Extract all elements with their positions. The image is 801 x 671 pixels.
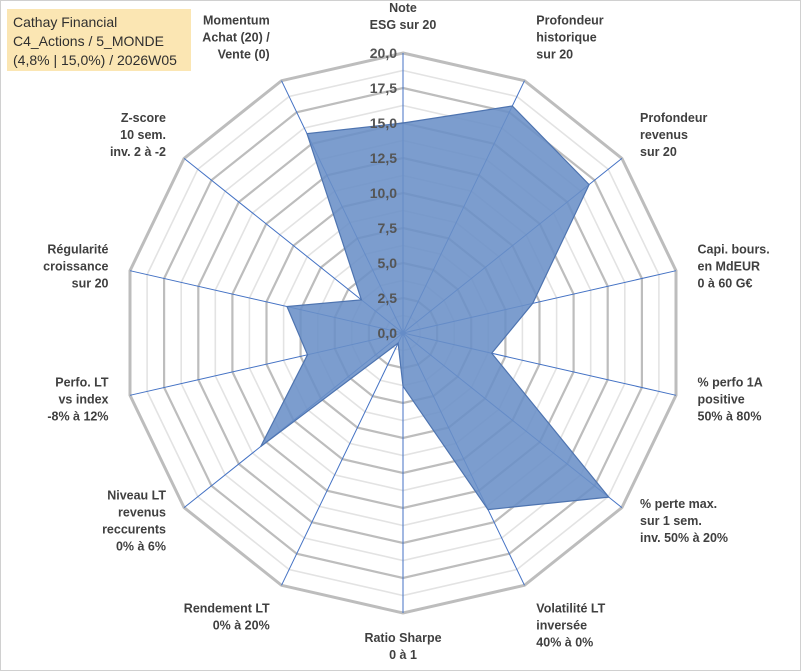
axis-label-line: 0 à 60 G€ — [698, 277, 753, 291]
axis-label-line: 0% à 6% — [116, 539, 166, 553]
radar-tick-labels: 0,0 2,5 5,0 7,5 10,0 12,5 15,0 17,5 20,0 — [370, 45, 397, 341]
axis-label-line: -8% à 12% — [47, 409, 108, 423]
axis-label-line: Rendement LT — [184, 602, 270, 616]
axis-label-line: inv. 50% à 20% — [640, 531, 728, 545]
axis-label-line: Volatilité LT — [536, 602, 605, 616]
axis-label-line: % perte max. — [640, 497, 717, 511]
axis-label-2: Profondeur revenus sur 20 — [640, 111, 707, 159]
title-line-2: C4_Actions / 5_MONDE — [13, 33, 164, 49]
title-line-3: (4,8% | 15,0%) / 2026W05 — [13, 52, 177, 68]
tick-label: 5,0 — [378, 255, 398, 271]
axis-label-line: en MdEUR — [698, 260, 761, 274]
axis-label-line: Perfo. LT — [55, 375, 109, 389]
axis-label-line: vs index — [58, 392, 108, 406]
chart-title-box: Cathay Financial C4_Actions / 5_MONDE (4… — [7, 9, 191, 71]
tick-label: 15,0 — [370, 115, 397, 131]
axis-label-line: revenus — [118, 505, 166, 519]
axis-label-line: Capi. bours. — [698, 243, 770, 257]
axis-label-line: revenus — [640, 128, 688, 142]
tick-label: 20,0 — [370, 45, 397, 61]
axis-label-line: inversée — [536, 619, 587, 633]
axis-label-line: Achat (20) / — [202, 31, 270, 45]
axis-label-6: Volatilité LT inversée 40% à 0% — [536, 602, 605, 650]
tick-label: 2,5 — [378, 290, 398, 306]
axis-label-line: sur 20 — [72, 277, 109, 291]
axis-label-line: Profondeur — [536, 14, 603, 28]
axis-label-line: 0 à 1 — [389, 648, 417, 662]
axis-label-line: historique — [536, 31, 596, 45]
axis-label-8: Rendement LT 0% à 20% — [184, 602, 270, 633]
tick-label: 7,5 — [378, 220, 398, 236]
tick-label: 17,5 — [370, 80, 397, 96]
axis-label-12: Z-score 10 sem. inv. 2 à -2 — [110, 111, 166, 159]
axis-label-line: reccurents — [102, 522, 166, 536]
axis-label-line: Niveau LT — [107, 488, 166, 502]
tick-label: 12,5 — [370, 150, 397, 166]
axis-label-5: % perte max. sur 1 sem. inv. 50% à 20% — [640, 497, 728, 545]
axis-label-line: 0% à 20% — [213, 619, 270, 633]
tick-label: 10,0 — [370, 185, 397, 201]
axis-label-7: Ratio Sharpe 0 à 1 — [364, 631, 441, 662]
axis-label-line: sur 20 — [536, 48, 573, 62]
axis-label-line: sur 1 sem. — [640, 514, 702, 528]
axis-label-line: 10 sem. — [120, 128, 166, 142]
axis-label-line: positive — [698, 392, 745, 406]
axis-label-line: % perfo 1A — [698, 375, 763, 389]
axis-label-4: % perfo 1A positive 50% à 80% — [698, 375, 763, 423]
axis-label-line: croissance — [43, 260, 108, 274]
axis-label-line: Vente (0) — [218, 48, 270, 62]
axis-spoke — [281, 332, 404, 586]
radar-series — [260, 105, 610, 511]
axis-label-line: 50% à 80% — [698, 409, 762, 423]
axis-label-9: Niveau LT revenus reccurents 0% à 6% — [102, 488, 166, 553]
axis-label-3: Capi. bours. en MdEUR 0 à 60 G€ — [698, 243, 770, 291]
axis-label-line: 40% à 0% — [536, 636, 593, 650]
title-line-1: Cathay Financial — [13, 14, 118, 30]
tick-label: 0,0 — [378, 325, 398, 341]
axis-label-line: Z-score — [121, 111, 166, 125]
axis-label-line: Note — [389, 1, 417, 15]
axis-label-0: Note ESG sur 20 — [370, 1, 437, 32]
axis-label-1: Profondeur historique sur 20 — [536, 14, 603, 62]
axis-label-line: Régularité — [47, 243, 108, 257]
axis-label-line: inv. 2 à -2 — [110, 145, 166, 159]
axis-label-line: Ratio Sharpe — [364, 631, 441, 645]
radar-axis-labels: Note ESG sur 20 Profondeur historique sur 20… — [43, 1, 770, 662]
axis-label-line: Momentum — [203, 14, 270, 28]
axis-label-line: Profondeur — [640, 111, 707, 125]
axis-label-13: Momentum Achat (20) / Vente (0) — [202, 14, 270, 62]
axis-label-10: Perfo. LT vs index -8% à 12% — [47, 375, 109, 423]
axis-label-line: sur 20 — [640, 145, 677, 159]
axis-label-line: ESG sur 20 — [370, 18, 437, 32]
axis-label-11: Régularité croissance sur 20 — [43, 243, 108, 291]
